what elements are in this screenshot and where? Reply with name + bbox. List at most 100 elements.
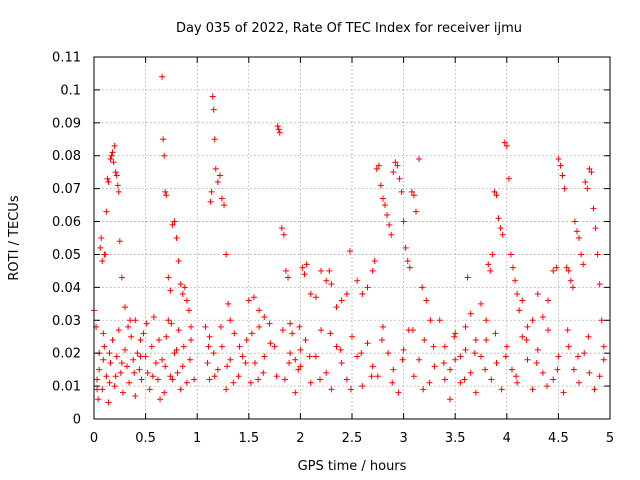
data-point (278, 225, 285, 232)
x-tick-label: 1.5 (238, 431, 259, 446)
data-point (292, 356, 299, 363)
data-point (419, 284, 426, 291)
data-point (167, 287, 174, 294)
data-point (112, 373, 119, 380)
data-point (312, 294, 319, 301)
data-point (245, 297, 252, 304)
data-point (134, 350, 141, 357)
data-point (303, 261, 310, 268)
data-point (349, 333, 355, 340)
data-point (326, 267, 333, 274)
data-point (161, 152, 168, 159)
data-point (382, 202, 389, 209)
data-point (204, 360, 211, 367)
data-point (462, 346, 469, 353)
data-point (359, 290, 366, 297)
x-tick-label: 2.5 (342, 431, 363, 446)
data-point (501, 139, 508, 146)
x-tick-label: 1 (193, 431, 201, 446)
data-point (168, 320, 175, 327)
data-point (142, 353, 149, 360)
data-point (420, 386, 427, 393)
data-point (297, 346, 304, 353)
data-point (138, 376, 145, 383)
y-tick-label: 0.05 (52, 248, 81, 263)
data-point (113, 353, 120, 360)
data-point (502, 353, 509, 360)
data-point (167, 373, 174, 380)
data-point (103, 373, 110, 380)
data-point (107, 156, 114, 163)
data-point (292, 389, 299, 396)
data-point (565, 343, 572, 350)
data-point (396, 175, 403, 182)
data-point (354, 353, 361, 360)
data-point (436, 317, 443, 324)
data-point (318, 267, 325, 274)
data-point (576, 379, 583, 386)
data-point (467, 310, 474, 317)
data-point (103, 208, 110, 215)
data-point (534, 346, 541, 353)
data-point (472, 389, 479, 396)
data-point (557, 162, 564, 169)
data-point (163, 333, 170, 340)
data-point (559, 172, 566, 179)
y-tick-label: 0.01 (52, 380, 81, 395)
data-point (181, 284, 188, 291)
data-point (576, 235, 583, 241)
data-point (545, 327, 552, 334)
data-point (208, 188, 215, 195)
data-point (274, 123, 281, 130)
data-point (117, 369, 124, 376)
data-point (464, 274, 471, 281)
data-point (251, 360, 258, 367)
data-point (101, 343, 108, 350)
data-point (514, 290, 521, 297)
data-point (523, 337, 530, 344)
data-point (124, 363, 131, 370)
data-point (248, 330, 255, 337)
data-point (447, 366, 454, 373)
data-point (377, 182, 384, 189)
data-point (354, 277, 361, 284)
data-point (373, 165, 380, 172)
x-tick-label: 3.5 (445, 431, 466, 446)
data-point (114, 182, 121, 189)
data-point (570, 366, 577, 373)
data-point (177, 281, 184, 288)
data-point (159, 356, 166, 363)
data-point (317, 376, 324, 383)
data-point (111, 383, 118, 390)
data-point (364, 340, 371, 347)
data-point (385, 350, 392, 357)
data-point (338, 297, 345, 304)
data-point (279, 327, 286, 334)
data-point (191, 376, 198, 383)
data-point (206, 376, 213, 383)
data-point (582, 179, 589, 186)
data-point (100, 356, 107, 363)
data-point (223, 386, 230, 393)
y-tick-label: 0.07 (52, 182, 81, 197)
x-tick-label: 2 (296, 431, 304, 446)
data-point (99, 386, 106, 393)
data-point (306, 353, 313, 360)
data-point (302, 337, 309, 344)
data-point (410, 192, 417, 199)
data-point (507, 251, 514, 258)
data-point (590, 205, 597, 212)
data-point (389, 379, 396, 386)
data-point (423, 297, 430, 304)
data-point (375, 162, 382, 169)
data-point (386, 221, 393, 228)
data-point (575, 353, 582, 360)
y-tick-label: 0.08 (52, 149, 81, 164)
data-point (560, 389, 567, 396)
data-point (379, 195, 386, 202)
data-point (94, 386, 101, 393)
data-point (99, 258, 106, 265)
data-point (105, 179, 112, 186)
data-point (478, 353, 484, 360)
y-tick-label: 0.02 (52, 347, 81, 362)
